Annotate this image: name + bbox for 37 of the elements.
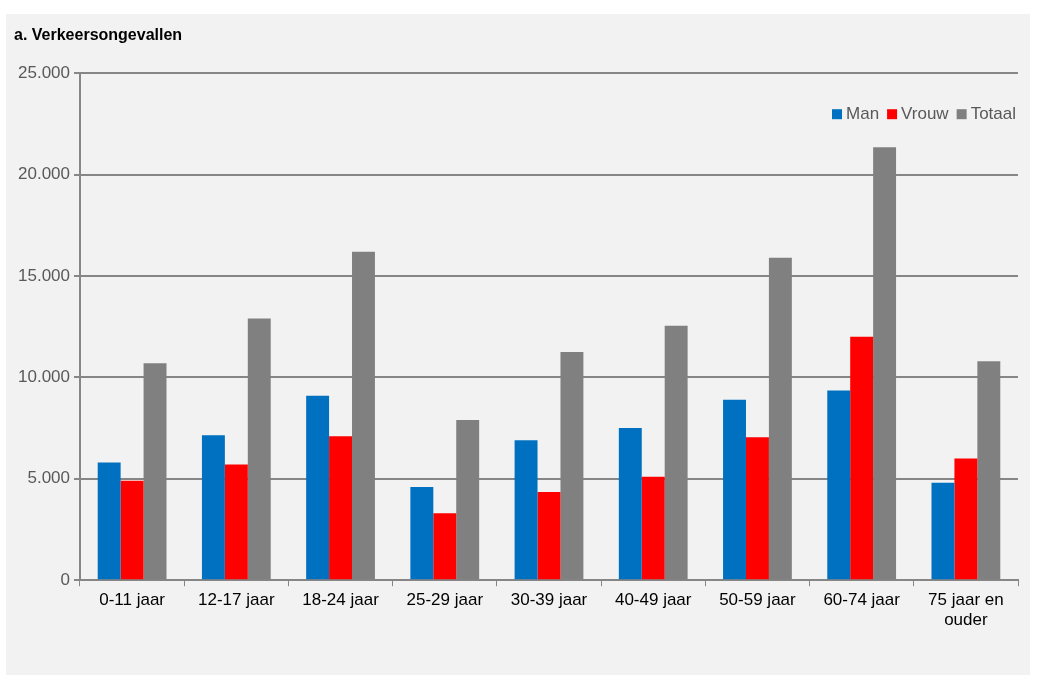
bar xyxy=(306,395,330,580)
bar xyxy=(433,513,457,580)
bar xyxy=(201,435,225,580)
bar xyxy=(224,464,248,580)
x-tick-label: 0-11 jaar xyxy=(99,590,166,610)
bar xyxy=(745,437,769,580)
y-tick-label: 25.000 xyxy=(18,62,70,82)
y-tick-label: 5.000 xyxy=(27,468,70,488)
y-tick-label: 0 xyxy=(60,569,70,589)
x-tick-label: 60-74 jaar xyxy=(823,590,901,610)
bar xyxy=(931,482,955,580)
bar xyxy=(514,440,538,580)
bar xyxy=(329,436,353,580)
x-tick-label: 18-24 jaar xyxy=(302,590,380,610)
bar xyxy=(723,399,746,580)
bar xyxy=(641,476,665,580)
x-tick-label: 25-29 jaar xyxy=(406,590,484,610)
x-tick-label: 12-17 jaar xyxy=(198,590,275,610)
legend-label: Totaal xyxy=(970,103,1017,123)
legend-label: Vrouw xyxy=(901,103,950,123)
chart-title: a. Verkeersongevallen xyxy=(14,26,183,44)
x-tick-label: 50-59 jaar xyxy=(719,590,797,610)
bar xyxy=(97,462,121,580)
bar xyxy=(120,480,144,580)
x-tick-label: 40-49 jaar xyxy=(614,590,692,610)
bar xyxy=(410,486,434,580)
bar xyxy=(618,428,642,580)
y-tick-label: 20.000 xyxy=(18,164,70,184)
y-tick-label: 10.000 xyxy=(18,367,70,387)
x-tick-label: 30-39 jaar xyxy=(510,590,588,610)
bar xyxy=(827,390,851,580)
bar xyxy=(850,336,874,580)
bar xyxy=(954,458,978,580)
x-tick-label: 75 jaar en ouder xyxy=(928,590,1004,630)
y-tick-label: 15.000 xyxy=(18,265,70,285)
legend-label: Man xyxy=(846,103,880,123)
bar xyxy=(537,491,561,580)
